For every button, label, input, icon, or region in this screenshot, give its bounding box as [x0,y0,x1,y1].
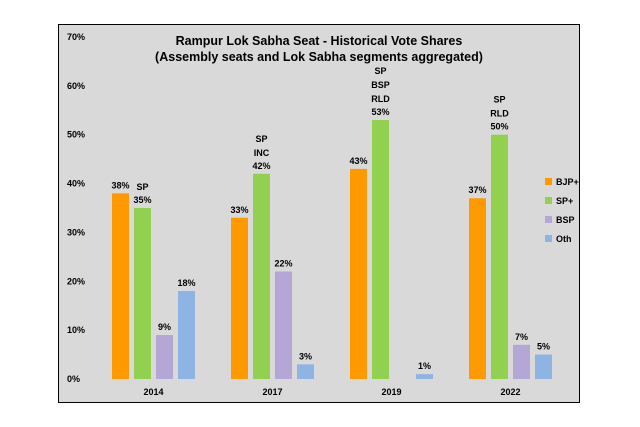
chart-title: Rampur Lok Sabha Seat - Historical Vote … [176,34,463,48]
x-tick-label: 2019 [381,387,401,397]
y-tick-label: 60% [67,81,85,91]
bar-oth-2022 [535,354,552,379]
bar-sp-2014 [134,208,151,379]
y-tick-label: 70% [67,32,85,42]
bar-bjp-2017 [231,217,248,379]
x-tick-label: 2022 [500,387,520,397]
bar-oth-2019 [416,374,433,379]
bar-chart: Rampur Lok Sabha Seat - Historical Vote … [67,32,579,397]
legend-label: SP+ [556,196,573,206]
y-tick-label: 40% [67,179,85,189]
alliance-annotation: SP [136,182,148,192]
legend-label: BSP [556,215,575,225]
y-tick-label: 10% [67,325,85,335]
bar-oth-2014 [178,291,195,379]
data-label: 43% [349,156,367,166]
data-label: 1% [418,361,431,371]
data-label: 5% [537,342,550,352]
legend-label: BJP+ [556,177,579,187]
alliance-annotation: SP INC [254,134,270,158]
bar-bjp-2022 [469,198,486,379]
data-label: 9% [158,322,171,332]
bar-sp-2019 [372,120,389,380]
legend-swatch [545,216,552,223]
bar-bsp-2014 [156,335,173,379]
data-label: 37% [468,185,486,195]
legend-swatch [545,235,552,242]
y-tick-label: 50% [67,130,85,140]
legend-label: Oth [556,234,572,244]
alliance-annotation: SP RLD [490,95,509,119]
bar-bjp-2014 [112,193,129,379]
data-label: 22% [274,259,292,269]
alliance-annotation: SP BSP RLD [371,66,390,104]
data-label: 18% [177,278,195,288]
x-tick-label: 2017 [262,387,282,397]
y-tick-label: 0% [67,374,80,384]
data-label: 42% [252,161,270,171]
data-label: 53% [371,107,389,117]
y-tick-label: 30% [67,227,85,237]
bar-sp-2017 [253,173,270,379]
data-label: 50% [490,122,508,132]
bar-oth-2017 [297,364,314,379]
data-label: 38% [111,180,129,190]
data-label: 7% [515,332,528,342]
data-label: 3% [299,351,312,361]
bar-sp-2022 [491,134,508,379]
y-tick-label: 20% [67,276,85,286]
legend-swatch [545,197,552,204]
bar-bjp-2019 [350,168,367,379]
legend-swatch [545,178,552,185]
x-tick-label: 2014 [143,387,163,397]
bar-bsp-2022 [513,344,530,379]
data-label: 35% [133,195,151,205]
chart-subtitle: (Assembly seats and Lok Sabha segments a… [155,50,483,64]
bar-bsp-2017 [275,271,292,379]
chart-frame: Rampur Lok Sabha Seat - Historical Vote … [58,24,580,403]
data-label: 33% [230,205,248,215]
